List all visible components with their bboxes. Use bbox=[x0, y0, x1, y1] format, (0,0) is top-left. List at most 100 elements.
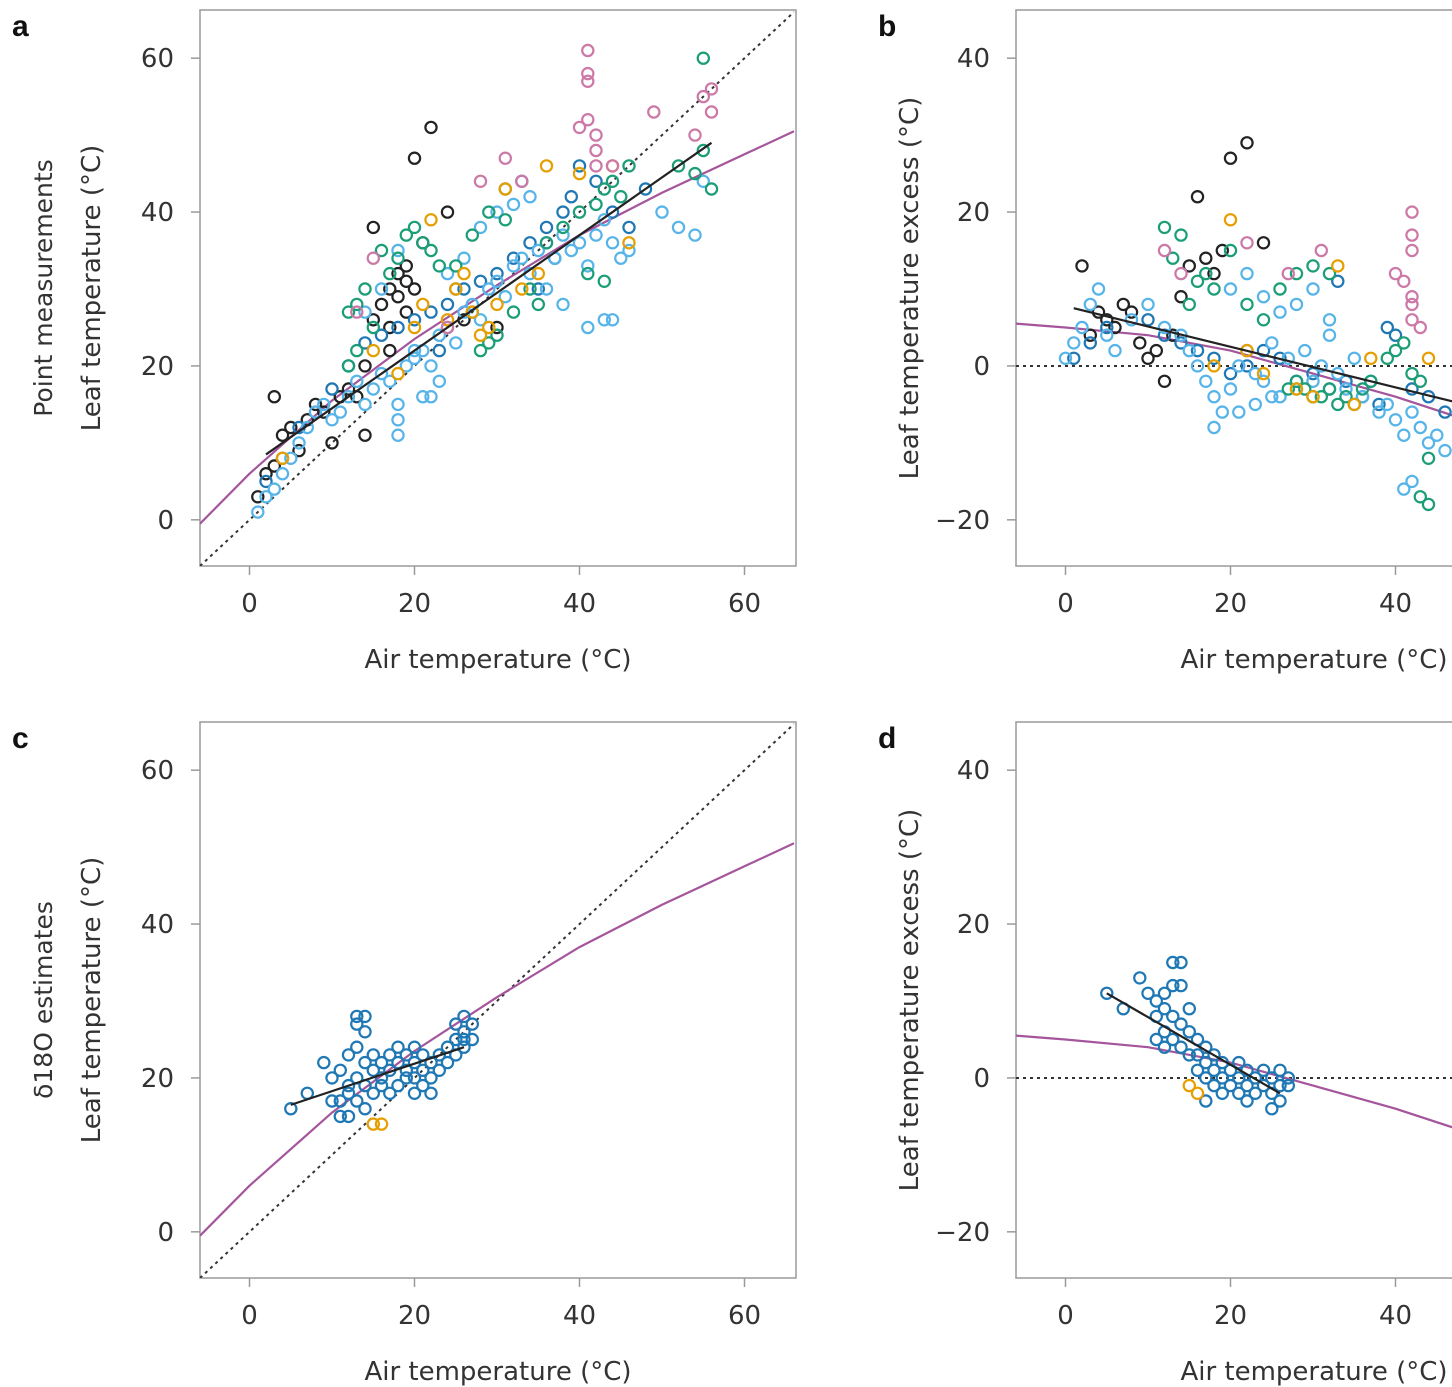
data-point bbox=[1289, 382, 1304, 396]
y-axis-label: Leaf temperature excess (°C) bbox=[895, 97, 925, 480]
data-point bbox=[482, 282, 496, 296]
data-point bbox=[581, 112, 595, 127]
data-point bbox=[1248, 397, 1263, 412]
data-point bbox=[1314, 243, 1329, 258]
panel-a: 0 20 40 60 0 20 40 60 Air temperature (°C) Leaf t… bbox=[12, 9, 797, 675]
data-point bbox=[1199, 251, 1213, 265]
data-point bbox=[1355, 390, 1370, 404]
data-point bbox=[581, 266, 595, 281]
data-point bbox=[358, 1055, 372, 1070]
data-point bbox=[424, 1086, 438, 1101]
data-point bbox=[341, 1109, 356, 1124]
data-point bbox=[374, 366, 389, 381]
data-point bbox=[391, 266, 405, 281]
data-point bbox=[490, 274, 504, 288]
data-point bbox=[1100, 320, 1114, 335]
data-point bbox=[399, 1048, 413, 1062]
data-point bbox=[1215, 405, 1230, 419]
data-point bbox=[374, 1071, 389, 1085]
data-point bbox=[1174, 228, 1188, 242]
data-point bbox=[1281, 266, 1296, 281]
data-point bbox=[1372, 397, 1386, 412]
y-axis-label: Leaf temperature (°C) bbox=[77, 145, 107, 432]
data-point bbox=[1421, 451, 1436, 465]
data-point bbox=[1322, 313, 1337, 327]
data-point bbox=[1166, 1032, 1180, 1047]
data-point bbox=[350, 1040, 364, 1054]
data-point bbox=[1190, 1048, 1205, 1062]
y-tick-label: 20 bbox=[957, 910, 990, 940]
data-point bbox=[350, 305, 364, 319]
data-point bbox=[1166, 1009, 1180, 1024]
data-point bbox=[1256, 343, 1271, 358]
plot-frame bbox=[1015, 721, 1452, 1279]
x-axis-label: Air temperature (°C) bbox=[1180, 1357, 1447, 1387]
y-tick-label: 0 bbox=[157, 506, 174, 536]
data-point bbox=[473, 274, 488, 288]
data-point bbox=[1141, 986, 1155, 1001]
data-point bbox=[1364, 351, 1378, 365]
data-point bbox=[1289, 374, 1304, 388]
data-point bbox=[1380, 320, 1395, 335]
data-point bbox=[416, 390, 430, 404]
data-point bbox=[605, 205, 620, 219]
data-point bbox=[572, 166, 587, 181]
data-point bbox=[457, 1040, 471, 1054]
data-point bbox=[1256, 236, 1271, 250]
data-point bbox=[490, 205, 504, 219]
data-point bbox=[350, 1017, 364, 1031]
data-point bbox=[1207, 1078, 1221, 1093]
data-point bbox=[1273, 1094, 1287, 1108]
data-point bbox=[605, 159, 620, 173]
data-point bbox=[1347, 351, 1362, 365]
x-axis-label: Air temperature (°C) bbox=[364, 645, 631, 675]
data-point bbox=[1421, 497, 1436, 512]
data-point bbox=[366, 1048, 380, 1062]
data-point bbox=[259, 467, 273, 481]
data-point bbox=[1240, 343, 1254, 358]
data-point bbox=[308, 405, 323, 419]
fit-line bbox=[290, 1046, 465, 1106]
data-point bbox=[1240, 297, 1254, 312]
y-tick-label: −20 bbox=[935, 506, 990, 536]
data-point bbox=[407, 313, 422, 327]
data-point bbox=[457, 1025, 471, 1039]
data-point bbox=[581, 259, 595, 273]
plot-frame bbox=[1015, 9, 1452, 567]
data-point bbox=[440, 320, 455, 335]
y-tick-label: 40 bbox=[957, 44, 990, 74]
data-point bbox=[440, 313, 455, 327]
data-point bbox=[1199, 1094, 1213, 1108]
data-point bbox=[589, 128, 603, 142]
data-point bbox=[407, 151, 422, 165]
data-point bbox=[1232, 1071, 1246, 1085]
data-point bbox=[1339, 390, 1353, 404]
data-point bbox=[383, 374, 397, 388]
data-point bbox=[482, 320, 496, 335]
data-point bbox=[688, 228, 702, 242]
data-point bbox=[449, 282, 463, 296]
data-point bbox=[292, 443, 306, 458]
data-point bbox=[1306, 390, 1320, 404]
data-point bbox=[515, 251, 529, 265]
data-point bbox=[1207, 351, 1221, 365]
data-point bbox=[325, 1071, 339, 1085]
data-point bbox=[572, 236, 587, 250]
data-point bbox=[358, 282, 372, 296]
data-point bbox=[358, 1101, 372, 1116]
x-tick-label: 20 bbox=[398, 1301, 431, 1331]
data-point bbox=[1248, 1071, 1263, 1085]
data-point bbox=[1273, 1063, 1287, 1078]
data-point bbox=[325, 382, 339, 396]
data-point bbox=[1421, 351, 1436, 365]
data-point bbox=[1190, 1086, 1205, 1101]
data-point bbox=[1405, 290, 1419, 304]
data-point bbox=[1199, 266, 1213, 281]
data-point bbox=[424, 390, 438, 404]
data-point bbox=[1215, 1071, 1230, 1085]
data-point bbox=[292, 436, 306, 450]
data-point bbox=[284, 420, 298, 435]
plot-content bbox=[200, 11, 795, 566]
data-point bbox=[1083, 328, 1098, 342]
